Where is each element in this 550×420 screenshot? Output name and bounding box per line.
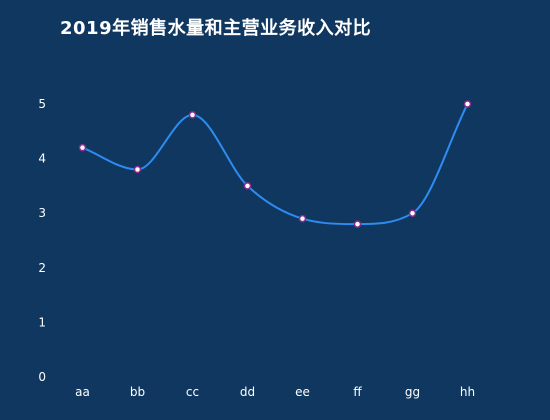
series-group [82,103,469,226]
x-tick-label: ff [353,385,362,399]
data-point[interactable] [78,143,87,152]
x-axis: aa bb cc dd ee ff gg hh [75,385,475,399]
x-tick-label: aa [75,385,90,399]
data-point[interactable] [463,100,472,108]
data-point[interactable] [298,214,307,223]
y-tick-label: 0 [38,370,46,384]
data-point[interactable] [188,111,197,119]
y-tick-label: 3 [38,206,46,220]
series-line [82,103,469,226]
data-point[interactable] [133,165,142,174]
x-tick-label: hh [460,385,475,399]
data-point[interactable] [408,209,417,217]
data-point[interactable] [353,220,362,228]
x-tick-label: gg [405,385,420,399]
data-point[interactable] [243,182,252,190]
x-tick-label: ee [295,385,310,399]
x-tick-label: bb [130,385,145,399]
data-points [78,100,472,228]
x-tick-label: dd [240,385,255,399]
y-tick-label: 1 [38,315,46,329]
drop-lines [82,104,468,377]
y-tick-label: 2 [38,261,46,275]
x-tick-label: cc [186,385,199,399]
y-tick-label: 4 [38,152,46,166]
y-tick-label: 5 [38,97,46,111]
y-axis: 0 1 2 3 4 5 [38,97,46,384]
chart-title: 2019年销售水量和主营业务收入对比 [60,18,372,39]
